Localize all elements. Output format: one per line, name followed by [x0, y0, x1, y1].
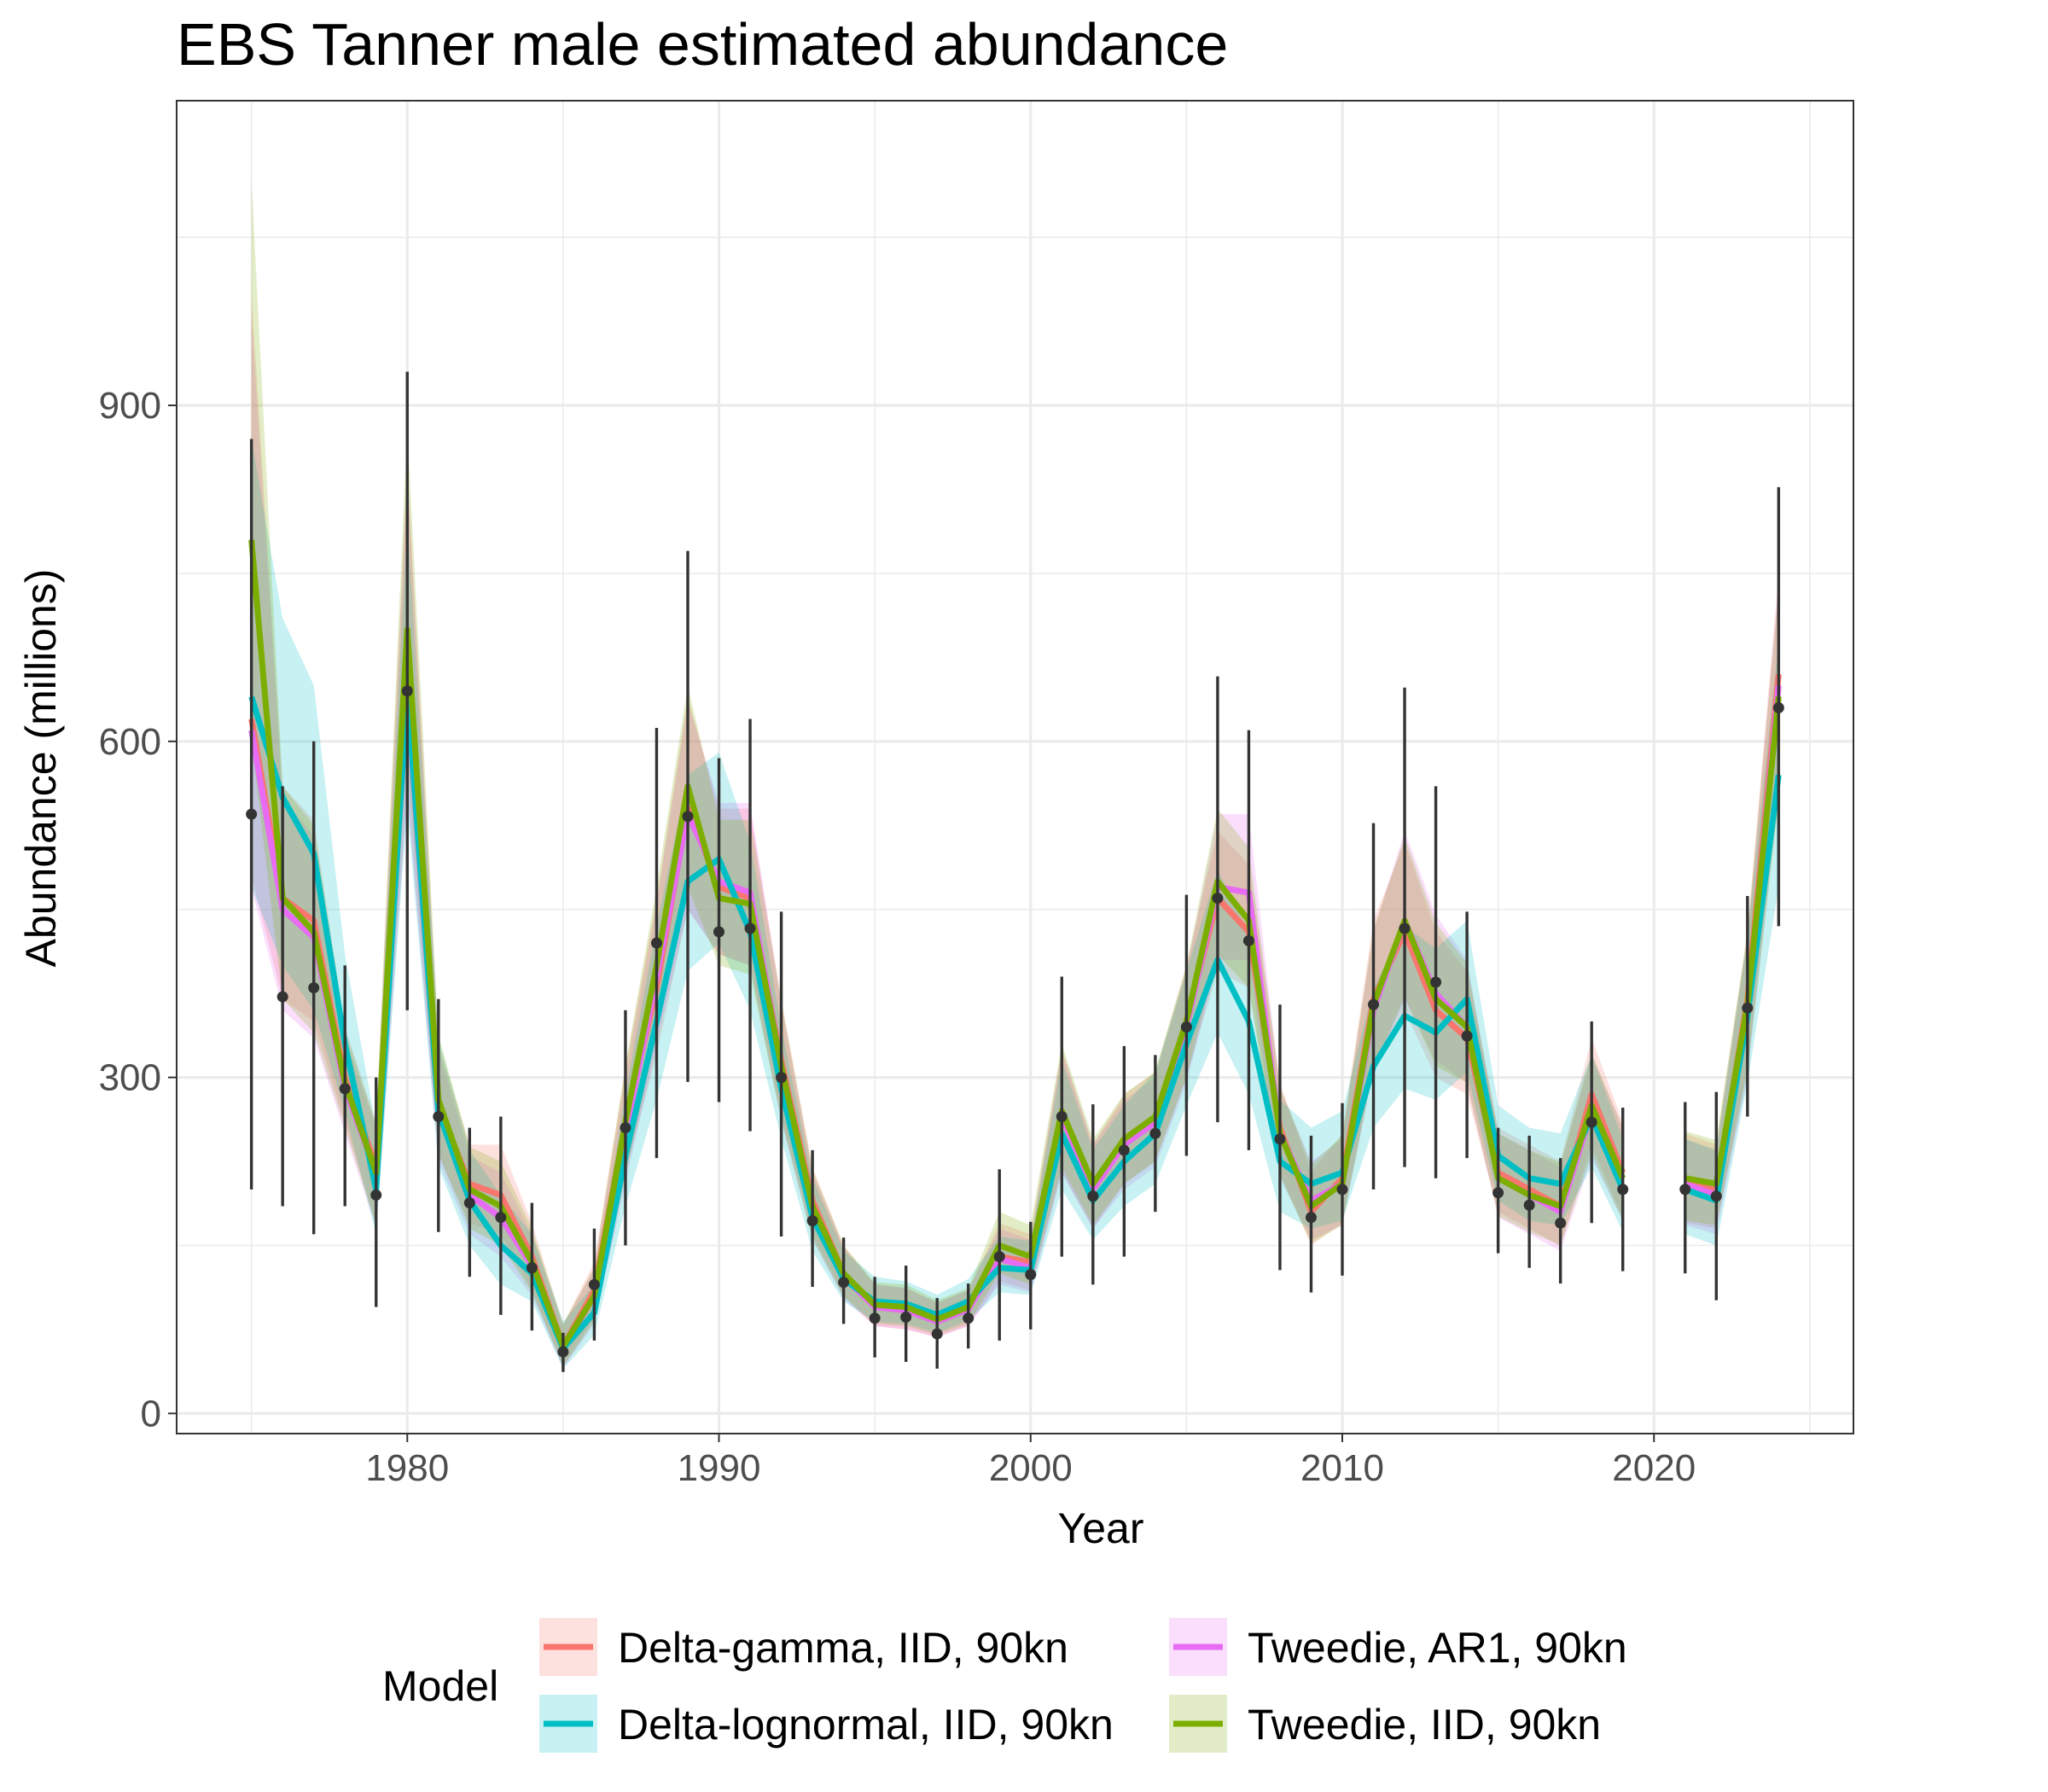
- observed-point: [900, 1311, 912, 1323]
- x-tick-label: 2010: [1300, 1447, 1384, 1489]
- plot-border: [176, 100, 1854, 1434]
- observed-point: [931, 1328, 943, 1340]
- observed-point: [1742, 1002, 1754, 1014]
- observed-point: [1336, 1184, 1348, 1196]
- y-axis: 0 300 600 900: [99, 385, 177, 1434]
- x-tick-label: 1980: [365, 1447, 449, 1489]
- x-axis-title: Year: [1057, 1504, 1143, 1552]
- observed-point: [744, 922, 756, 934]
- observed-point: [1523, 1199, 1535, 1211]
- observed-point: [495, 1212, 507, 1224]
- chart-title: EBS Tanner male estimated abundance: [177, 11, 1229, 78]
- observed-point: [1087, 1190, 1099, 1202]
- observed-point: [246, 808, 258, 820]
- observed-point: [463, 1197, 475, 1209]
- observed-point: [963, 1312, 975, 1324]
- y-tick-label: 300: [99, 1057, 161, 1099]
- legend: Model Delta-gamma, IID, 90kn Delta-lognor…: [382, 1618, 1627, 1753]
- observed-point: [1025, 1269, 1037, 1281]
- observed-point: [557, 1346, 569, 1358]
- observed-point: [1461, 1030, 1473, 1042]
- observed-point: [370, 1189, 382, 1201]
- observed-point: [1772, 701, 1784, 713]
- observed-point: [1305, 1212, 1317, 1224]
- legend-title: Model: [382, 1662, 498, 1710]
- observed-point: [1555, 1217, 1567, 1229]
- plot-background: [177, 101, 1853, 1434]
- observed-point: [869, 1312, 881, 1324]
- x-axis: 1980 1990 2000 2010 2020: [365, 1434, 1696, 1489]
- observed-point: [806, 1215, 818, 1227]
- observed-point: [713, 926, 725, 938]
- observed-point: [1368, 998, 1380, 1010]
- observed-point: [650, 937, 662, 949]
- observed-point: [838, 1277, 850, 1289]
- observed-point: [620, 1122, 631, 1134]
- observed-point: [1585, 1116, 1597, 1128]
- observed-point: [339, 1083, 351, 1095]
- observed-point: [308, 982, 320, 994]
- legend-items: Delta-gamma, IID, 90kn Delta-lognormal, I…: [539, 1618, 1627, 1753]
- observed-point: [1710, 1190, 1722, 1202]
- observed-point: [1399, 922, 1411, 934]
- y-axis-title: Abundance (millions): [17, 569, 65, 968]
- y-tick-label: 600: [99, 721, 161, 763]
- observed-point: [1212, 893, 1224, 905]
- x-tick-label: 1990: [678, 1447, 761, 1489]
- observed-point: [1118, 1144, 1130, 1156]
- observed-point: [1274, 1133, 1286, 1145]
- legend-label: Tweedie, AR1, 90kn: [1248, 1624, 1627, 1672]
- line-series-3: [1684, 695, 1782, 1187]
- x-tick-label: 2020: [1612, 1447, 1696, 1489]
- observed-point: [1492, 1187, 1504, 1199]
- observed-point: [276, 991, 288, 1003]
- legend-label: Delta-lognormal, IID, 90kn: [618, 1701, 1114, 1748]
- observed-point: [682, 811, 694, 823]
- observed-point: [1679, 1184, 1691, 1196]
- observed-point: [776, 1072, 788, 1084]
- observed-point: [1056, 1111, 1068, 1123]
- observed-point: [1149, 1127, 1161, 1139]
- observed-point: [588, 1278, 600, 1290]
- observed-point: [433, 1111, 445, 1123]
- y-tick-label: 900: [99, 385, 161, 427]
- legend-item: Tweedie, IID, 90kn: [1169, 1695, 1601, 1753]
- observed-points: [246, 685, 1784, 1358]
- x-tick-label: 2000: [989, 1447, 1073, 1489]
- observed-point: [993, 1251, 1005, 1263]
- grid-minor: [177, 101, 1853, 1434]
- legend-label: Delta-gamma, IID, 90kn: [618, 1624, 1068, 1672]
- legend-item: Tweedie, AR1, 90kn: [1169, 1618, 1627, 1676]
- legend-label: Tweedie, IID, 90kn: [1248, 1701, 1601, 1748]
- observed-point: [526, 1262, 538, 1274]
- observed-point: [1242, 934, 1254, 946]
- observed-point: [401, 685, 413, 697]
- legend-item: Delta-lognormal, IID, 90kn: [539, 1695, 1114, 1753]
- legend-item: Delta-gamma, IID, 90kn: [539, 1618, 1068, 1676]
- observed-point: [1617, 1184, 1629, 1196]
- y-tick-label: 0: [141, 1393, 161, 1434]
- observed-point: [1430, 976, 1442, 988]
- observed-point: [1180, 1021, 1192, 1033]
